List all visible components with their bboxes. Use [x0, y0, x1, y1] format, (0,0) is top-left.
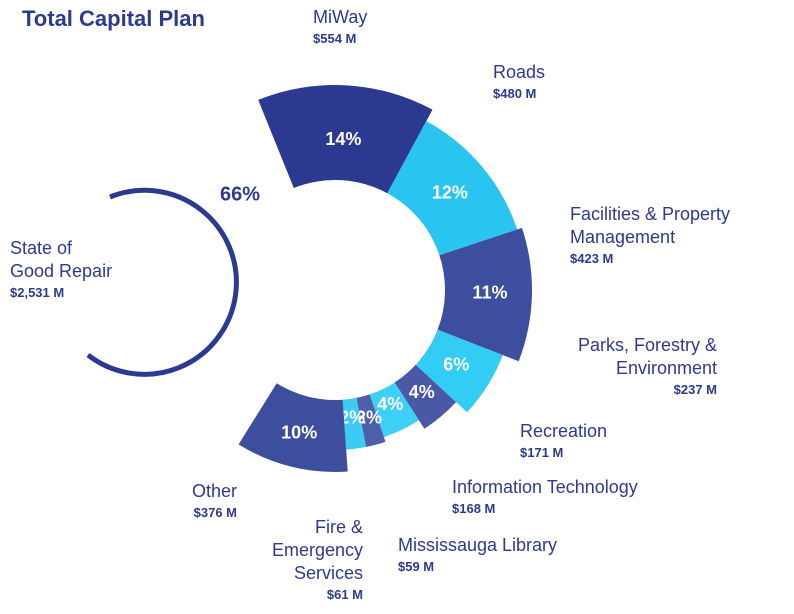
segment-percent: 14% [325, 129, 361, 149]
segment-percent: 10% [281, 422, 317, 442]
category-name: Roads [493, 62, 546, 82]
category-amount: $61 M [326, 587, 363, 602]
category-amount: $237 M [673, 382, 717, 397]
category-name: Facilities & Property Management [570, 204, 731, 247]
segment-percent: 2% [339, 408, 365, 428]
donut-segment [238, 383, 348, 472]
donut-segment [437, 227, 533, 362]
sogr-name: State of Good Repair [10, 238, 113, 281]
donut-segment [356, 394, 386, 447]
category-amount: $59 M [398, 559, 435, 574]
category-amount: $423 M [570, 251, 614, 266]
category-amount: $554 M [313, 31, 357, 46]
sogr-arc [86, 187, 239, 377]
segment-percent: 11% [472, 283, 507, 303]
category-label: Facilities & Property Management $423 M [570, 203, 785, 269]
category-label: Fire & Emergency Services $61 M [258, 516, 363, 605]
category-label: Roads $480 M [493, 61, 613, 104]
category-label: Mississauga Library $59 M [398, 534, 658, 577]
category-name: Information Technology [452, 477, 638, 497]
segment-percent: 12% [432, 182, 468, 202]
category-name: Parks, Forestry & Environment [577, 335, 717, 378]
category-label: Other $376 M [150, 480, 237, 523]
category-name: Fire & Emergency Services [271, 517, 363, 583]
donut-segment [342, 397, 367, 450]
donut-segment [394, 364, 457, 429]
sogr-label: State of Good Repair $2,531 M [10, 237, 118, 303]
sogr-amount: $2,531 M [10, 285, 65, 300]
donut-segment [369, 382, 419, 438]
category-amount: $480 M [493, 86, 537, 101]
donut-segment [415, 329, 503, 413]
category-label: Information Technology $168 M [452, 476, 752, 519]
segment-percent: 2% [356, 407, 382, 427]
category-amount: $376 M [193, 505, 237, 520]
category-label: Parks, Forestry & Environment $237 M [557, 334, 717, 400]
category-name: Mississauga Library [398, 535, 558, 555]
segment-percent: 4% [409, 382, 435, 402]
segment-percent: 6% [443, 355, 469, 375]
category-name: Recreation [520, 421, 608, 441]
chart-title: Total Capital Plan [22, 6, 205, 31]
category-label: Recreation $171 M [520, 420, 670, 463]
segment-percent: 4% [377, 394, 403, 414]
category-name: MiWay [313, 7, 368, 27]
sogr-percent: 66% [220, 183, 260, 205]
category-name: Other [191, 481, 237, 501]
category-label: MiWay $554 M [313, 6, 433, 49]
donut-segment [387, 121, 518, 256]
category-amount: $171 M [520, 445, 564, 460]
donut-segment [258, 85, 433, 194]
category-amount: $168 M [452, 501, 496, 516]
